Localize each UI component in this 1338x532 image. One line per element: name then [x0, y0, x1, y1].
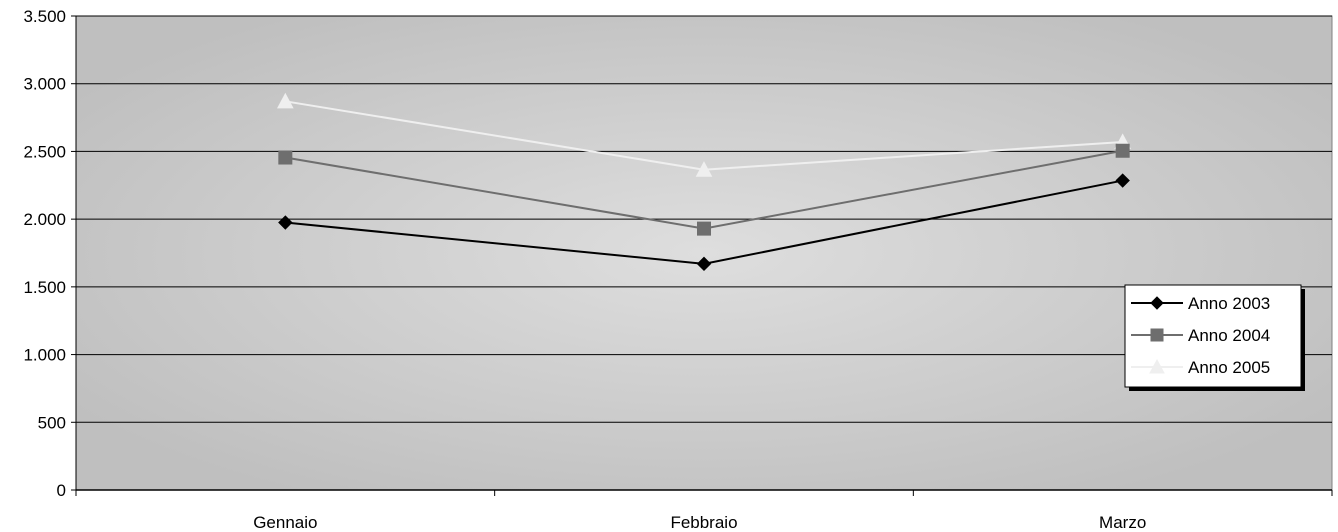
series-group	[276, 92, 1132, 272]
y-tick-label: 3.000	[23, 75, 66, 94]
data-point-marker	[278, 215, 293, 230]
axes: 0 500 1.000 1.500 2.000 2.500 3.000 3.500 Gennai…	[23, 7, 1333, 532]
x-tick-label: Marzo	[1099, 513, 1146, 532]
y-tick-label: 1.500	[23, 278, 66, 297]
legend-item: Anno 2005	[1131, 358, 1270, 377]
series-anno-2003	[278, 173, 1130, 272]
legend-marker	[1150, 328, 1164, 342]
data-point-marker	[695, 161, 713, 177]
x-tick-label: Gennaio	[253, 513, 317, 532]
x-tick-label: Febbraio	[670, 513, 737, 532]
data-point-marker	[696, 256, 712, 272]
data-point-marker	[697, 221, 711, 236]
legend-item: Anno 2003	[1131, 294, 1270, 313]
y-tick-label: 3.500	[23, 7, 66, 26]
legend-marker	[1150, 296, 1164, 310]
y-tick-label: 2.500	[23, 142, 66, 161]
plot-area	[75, 15, 1333, 491]
y-tick-label: 2.000	[23, 210, 66, 229]
data-point-marker	[1115, 143, 1130, 158]
legend-label: Anno 2004	[1188, 326, 1270, 345]
legend-marker	[1149, 358, 1165, 374]
data-point-marker	[278, 150, 293, 165]
legend-item: Anno 2004	[1131, 326, 1270, 345]
y-tick-label: 0	[57, 481, 66, 500]
y-tick-label: 500	[38, 413, 66, 432]
data-point-marker	[1115, 173, 1130, 188]
legend: Anno 2003 Anno 2004 Anno 2005	[1124, 284, 1305, 391]
legend-label: Anno 2005	[1188, 358, 1270, 377]
series-anno-2005	[276, 92, 1132, 177]
legend-label: Anno 2003	[1188, 294, 1270, 313]
y-tick-label: 1.000	[23, 346, 66, 365]
series-anno-2004	[278, 143, 1130, 236]
data-point-marker	[276, 92, 294, 109]
